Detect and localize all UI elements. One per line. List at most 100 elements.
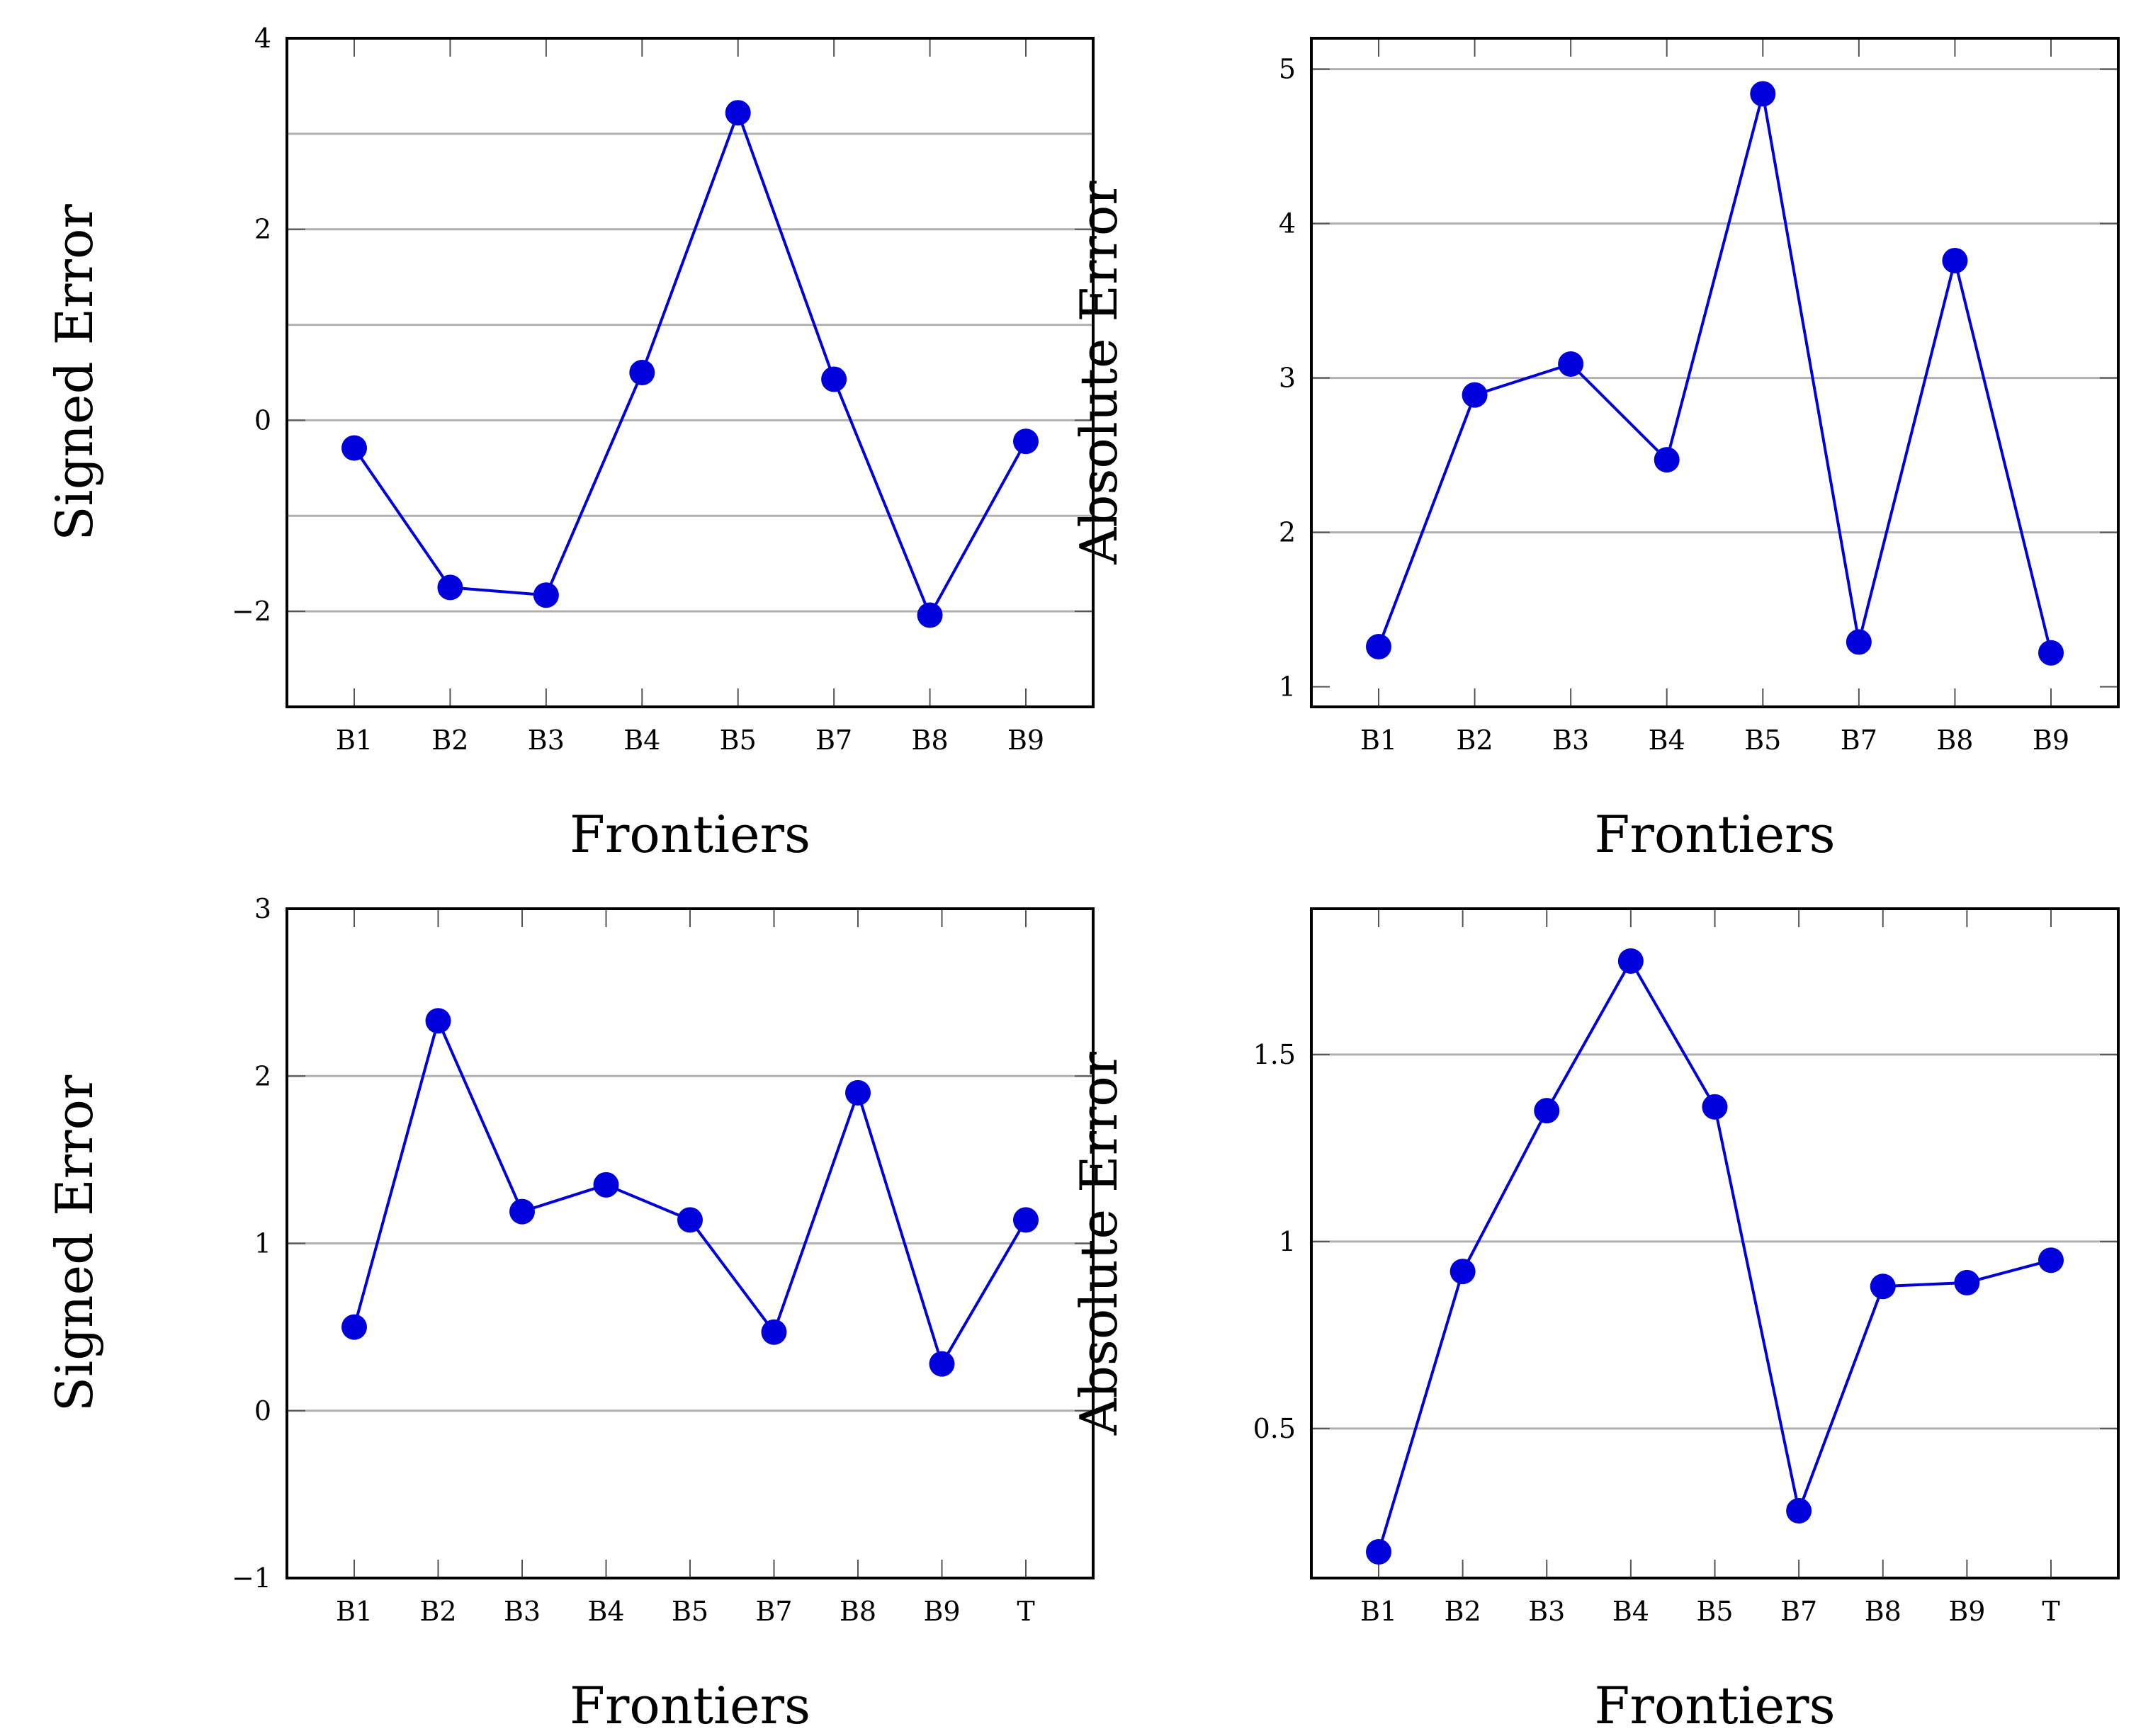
y-tick-label: 1 (1279, 671, 1296, 703)
data-point (509, 1198, 535, 1225)
x-axis-title: Frontiers (570, 805, 810, 864)
x-tick-label: B1 (336, 725, 373, 756)
series-line (353, 1016, 1027, 1368)
y-axis-title: Absolute Error (1069, 1051, 1129, 1436)
x-tick-label: B4 (623, 725, 660, 756)
data-point (1702, 1094, 1728, 1120)
y-tick-label: 0 (254, 1395, 271, 1426)
x-tick-label: T (1017, 1596, 1034, 1627)
y-tick-label: −2 (232, 596, 271, 627)
data-point (533, 582, 559, 608)
chart-bottom-right: 0.5 1 1.5 B1 B2 B3 B4 B5 B7 B8 B9 T Frontiers Absolut… (1069, 907, 2120, 1735)
data-point (845, 1079, 871, 1106)
data-point (1870, 1273, 1896, 1300)
x-tick-label: B5 (1696, 1596, 1733, 1627)
x-axis-title: Frontiers (570, 1676, 810, 1735)
x-tick-label: B9 (1007, 725, 1044, 756)
x-tick-label: B8 (840, 1596, 876, 1627)
y-tick-label: 0.5 (1253, 1413, 1296, 1444)
data-point (1750, 81, 1776, 107)
plot-frame (1310, 907, 2120, 1579)
data-point (1942, 247, 1968, 273)
data-point (1013, 429, 1039, 455)
y-tick-label: 1 (254, 1228, 271, 1259)
x-tick-label: B5 (720, 725, 757, 756)
x-tick-label: B3 (504, 1596, 541, 1627)
x-tick-label: B5 (672, 1596, 708, 1627)
x-tick-label: B7 (755, 1596, 792, 1627)
data-point (1558, 351, 1584, 378)
data-point (1013, 1207, 1039, 1233)
x-tick-label: B9 (923, 1596, 960, 1627)
x-tick-label: B7 (815, 725, 852, 756)
y-tick-label: 1 (1279, 1226, 1296, 1257)
data-point (1462, 382, 1488, 408)
data-point (1366, 1539, 1391, 1565)
x-tick-label: B2 (1457, 725, 1493, 756)
x-tick-label: B4 (587, 1596, 624, 1627)
x-tick-label: B3 (528, 725, 565, 756)
x-tick-label: B3 (1528, 1596, 1565, 1627)
data-point (1786, 1497, 1812, 1524)
y-tick-label: −1 (232, 1562, 271, 1594)
x-tick-label: B8 (1865, 1596, 1902, 1627)
y-tick-label: 3 (254, 893, 271, 924)
x-tick-label: B2 (1445, 1596, 1481, 1627)
data-point (677, 1207, 703, 1233)
y-axis-title: Absolute Error (1069, 181, 1129, 565)
x-tick-label: B7 (1841, 725, 1877, 756)
chart-bottom-left: −1 0 1 2 3 B1 B2 B3 B4 B5 B7 B8 B9 T Frontiers Signed E… (45, 893, 1095, 1735)
data-point (1617, 948, 1644, 974)
data-point (1954, 1269, 1980, 1295)
y-tick-label: 2 (254, 1060, 271, 1091)
series-line (1377, 93, 2052, 654)
data-point (821, 366, 847, 392)
data-point (341, 435, 367, 461)
data-point (437, 574, 463, 601)
x-tick-label: T (2042, 1596, 2059, 1627)
y-tick-label: 5 (1279, 54, 1296, 85)
data-point (425, 1008, 451, 1034)
plot-frame (1310, 37, 2120, 708)
data-point (2038, 640, 2064, 666)
x-axis-title: Frontiers (1594, 805, 1835, 864)
data-point (725, 100, 751, 126)
series-line (353, 108, 1027, 619)
y-tick-label: 2 (254, 214, 271, 245)
y-tick-label: 1.5 (1253, 1039, 1296, 1070)
chart-top-right: 1 2 3 4 5 B1 B2 B3 B4 B5 B7 B8 B9 Frontiers Absolute E… (1069, 37, 2120, 864)
x-tick-label: B4 (1612, 1596, 1649, 1627)
plot-frame (286, 37, 1095, 708)
x-tick-label: B4 (1649, 725, 1685, 756)
y-axis-title: Signed Error (45, 204, 104, 541)
x-tick-label: B7 (1780, 1596, 1817, 1627)
x-tick-label: B8 (912, 725, 949, 756)
x-tick-label: B9 (2033, 725, 2069, 756)
x-tick-label: B1 (336, 1596, 373, 1627)
y-tick-label: 4 (1279, 208, 1296, 239)
y-tick-label: 2 (1279, 517, 1296, 548)
x-tick-label: B9 (1948, 1596, 1985, 1627)
data-point (929, 1351, 955, 1377)
series-line (1377, 958, 2052, 1553)
x-tick-label: B1 (1360, 725, 1397, 756)
data-point (761, 1319, 787, 1345)
y-tick-label: 3 (1279, 363, 1296, 394)
plot-frame (286, 907, 1095, 1579)
data-point (629, 360, 655, 385)
y-axis-title: Signed Error (45, 1074, 104, 1412)
data-point (1534, 1098, 1560, 1124)
chart-top-left: −2 0 2 4 B1 B2 B3 B4 B5 B7 B8 B9 Frontiers Signed Err… (45, 23, 1095, 864)
y-tick-label: 4 (254, 23, 271, 54)
data-point (1846, 629, 1872, 655)
data-point (593, 1171, 619, 1198)
x-tick-label: B8 (1936, 725, 1973, 756)
data-point (2038, 1247, 2064, 1273)
data-point (1654, 447, 1680, 473)
x-tick-label: B3 (1552, 725, 1589, 756)
x-tick-label: B2 (419, 1596, 456, 1627)
x-axis-title: Frontiers (1594, 1676, 1835, 1735)
data-point (341, 1314, 367, 1340)
x-tick-label: B1 (1360, 1596, 1397, 1627)
